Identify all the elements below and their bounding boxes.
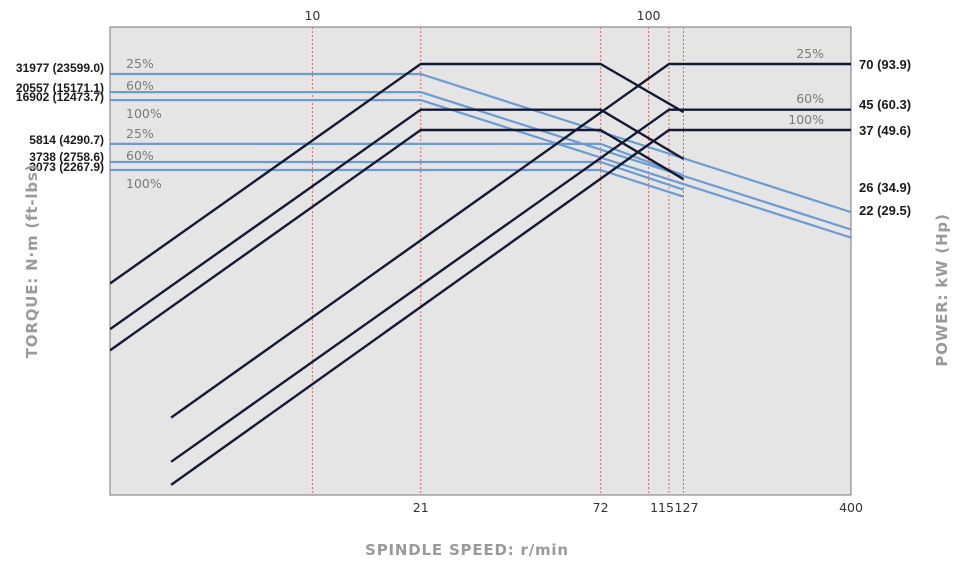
duty-label-right-0: 25%	[796, 46, 824, 61]
power-label-0: 70 (93.9)	[859, 57, 911, 72]
torque-label-5: 3073 (2267.9)	[29, 160, 104, 174]
bottom-tick-400: 400	[839, 500, 863, 515]
power-label-2: 37 (49.6)	[859, 123, 911, 138]
top-tick-10: 10	[304, 8, 320, 23]
torque-line-100pct-5	[110, 168, 684, 198]
bottom-tick-115: 115	[650, 500, 674, 515]
power-label-4: 22 (29.5)	[859, 203, 911, 218]
plot-area	[109, 26, 852, 496]
torque-label-1: 20557 (15171.1)	[16, 81, 104, 95]
x-axis-title: SPINDLE SPEED: r/min	[365, 541, 569, 559]
duty-label-0: 25%	[126, 56, 154, 71]
duty-label-2: 100%	[126, 106, 162, 121]
bottom-tick-127: 127	[675, 500, 699, 515]
power-line-25pct-9	[170, 62, 851, 419]
duty-label-5: 100%	[126, 176, 162, 191]
power-line-100pct-11	[170, 128, 851, 486]
chart-series	[110, 62, 851, 486]
torque-label-0: 31977 (23599.0)	[16, 61, 104, 75]
y-axis-left-title: TORQUE: N·m (ft-lbs)	[23, 164, 41, 358]
power-line-60pct-7	[110, 108, 685, 331]
torque-line-25pct-0	[110, 72, 851, 214]
torque-line-60pct-1	[110, 91, 851, 231]
bottom-tick-21: 21	[413, 500, 429, 515]
torque-line-25pct-3	[110, 142, 684, 177]
torque-label-4: 3738 (2758.6)	[29, 150, 104, 164]
duty-label-1: 60%	[126, 78, 154, 93]
top-tick-100: 100	[637, 8, 661, 23]
duty-label-right-1: 60%	[796, 91, 824, 106]
duty-label-right-2: 100%	[788, 112, 824, 127]
torque-label-2: 16902 (12473.7)	[16, 90, 104, 104]
duty-label-4: 60%	[126, 148, 154, 163]
power-line-25pct-6	[110, 62, 685, 285]
power-label-3: 26 (34.9)	[859, 180, 911, 195]
bottom-tick-72: 72	[593, 500, 609, 515]
power-line-60pct-10	[170, 108, 851, 463]
power-label-1: 45 (60.3)	[859, 97, 911, 112]
torque-line-100pct-2	[110, 99, 851, 239]
torque-line-60pct-4	[110, 160, 684, 191]
y-axis-right-title: POWER: kW (Hp)	[933, 213, 951, 366]
duty-label-3: 25%	[126, 126, 154, 141]
power-line-100pct-8	[110, 128, 685, 352]
torque-label-3: 5814 (4290.7)	[29, 133, 104, 147]
chart-labels: 31977 (23599.0) 20557 (15171.1)16902 (124…	[16, 8, 911, 515]
